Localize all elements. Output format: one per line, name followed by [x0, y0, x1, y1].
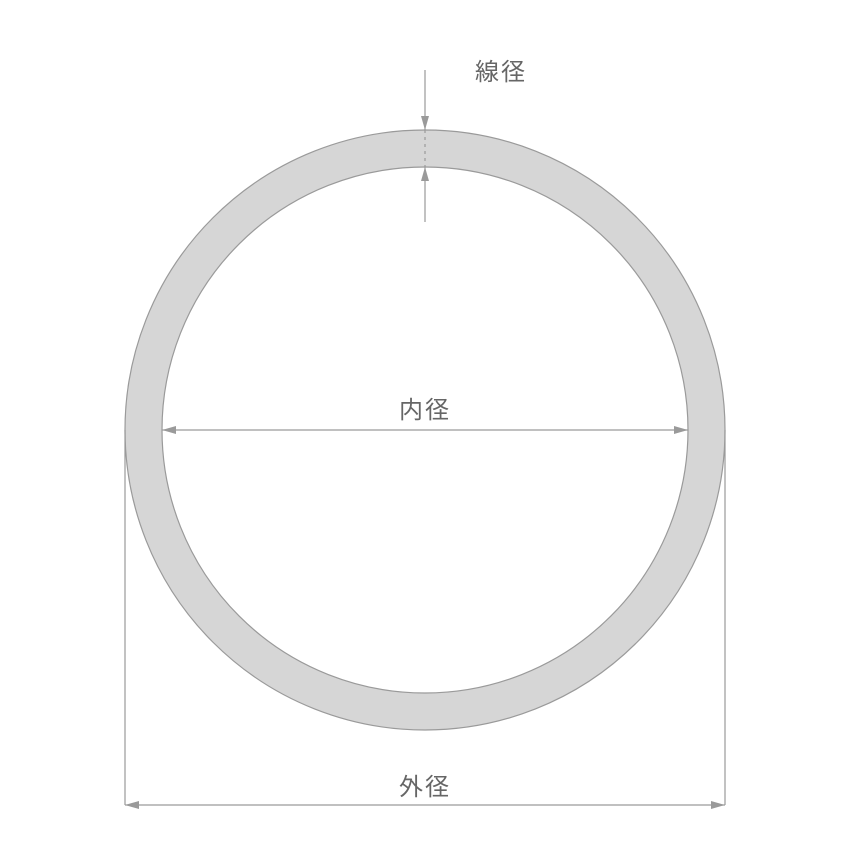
inner-diameter-label: 内径	[399, 390, 451, 425]
wire-diameter-label: 線径	[475, 52, 527, 87]
outer-diameter-label: 外径	[399, 767, 451, 802]
arrowhead	[421, 116, 429, 130]
arrowhead	[711, 801, 725, 809]
ring-dimension-diagram: 外径 内径 線径	[0, 0, 850, 850]
arrowhead	[162, 426, 176, 434]
arrowhead	[125, 801, 139, 809]
arrowhead	[674, 426, 688, 434]
arrowhead	[421, 167, 429, 181]
